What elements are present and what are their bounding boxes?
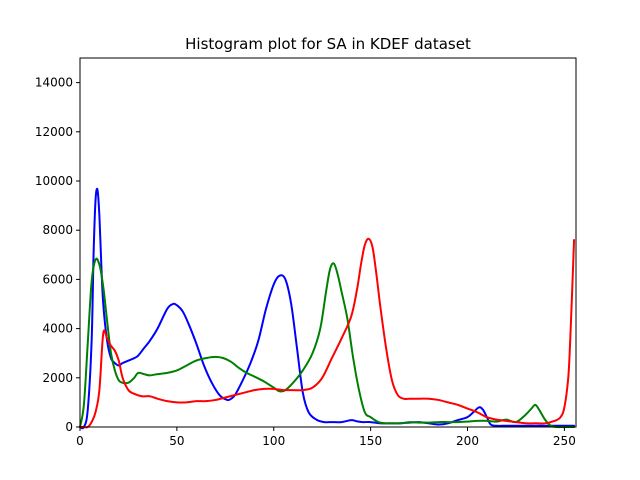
chart-title: Histogram plot for SA in KDEF dataset <box>185 35 471 53</box>
y-tick-label: 0 <box>65 420 73 434</box>
y-tick-label: 14000 <box>35 76 73 90</box>
y-tick-label: 10000 <box>35 174 73 188</box>
x-tick-label: 100 <box>262 434 285 448</box>
x-tick-label: 0 <box>76 434 84 448</box>
x-tick-label: 50 <box>169 434 184 448</box>
x-tick-label: 150 <box>359 434 382 448</box>
series-line-0 <box>79 187 576 430</box>
y-tick-label: 12000 <box>35 125 73 139</box>
series-layer <box>79 187 576 430</box>
y-axis: 0 2000 4000 6000 8000 10000 12000 14000 <box>35 76 80 434</box>
plot-area-frame <box>79 57 577 428</box>
y-tick-label: 6000 <box>42 272 73 286</box>
x-axis: 0 50 100 150 200 250 <box>76 427 576 448</box>
y-tick-label: 4000 <box>42 322 73 336</box>
x-tick-label: 200 <box>456 434 479 448</box>
x-tick-label: 250 <box>553 434 576 448</box>
y-tick-label: 2000 <box>42 371 73 385</box>
y-tick-label: 8000 <box>42 223 73 237</box>
series-line-1 <box>79 257 576 429</box>
series-line-2 <box>79 237 576 429</box>
